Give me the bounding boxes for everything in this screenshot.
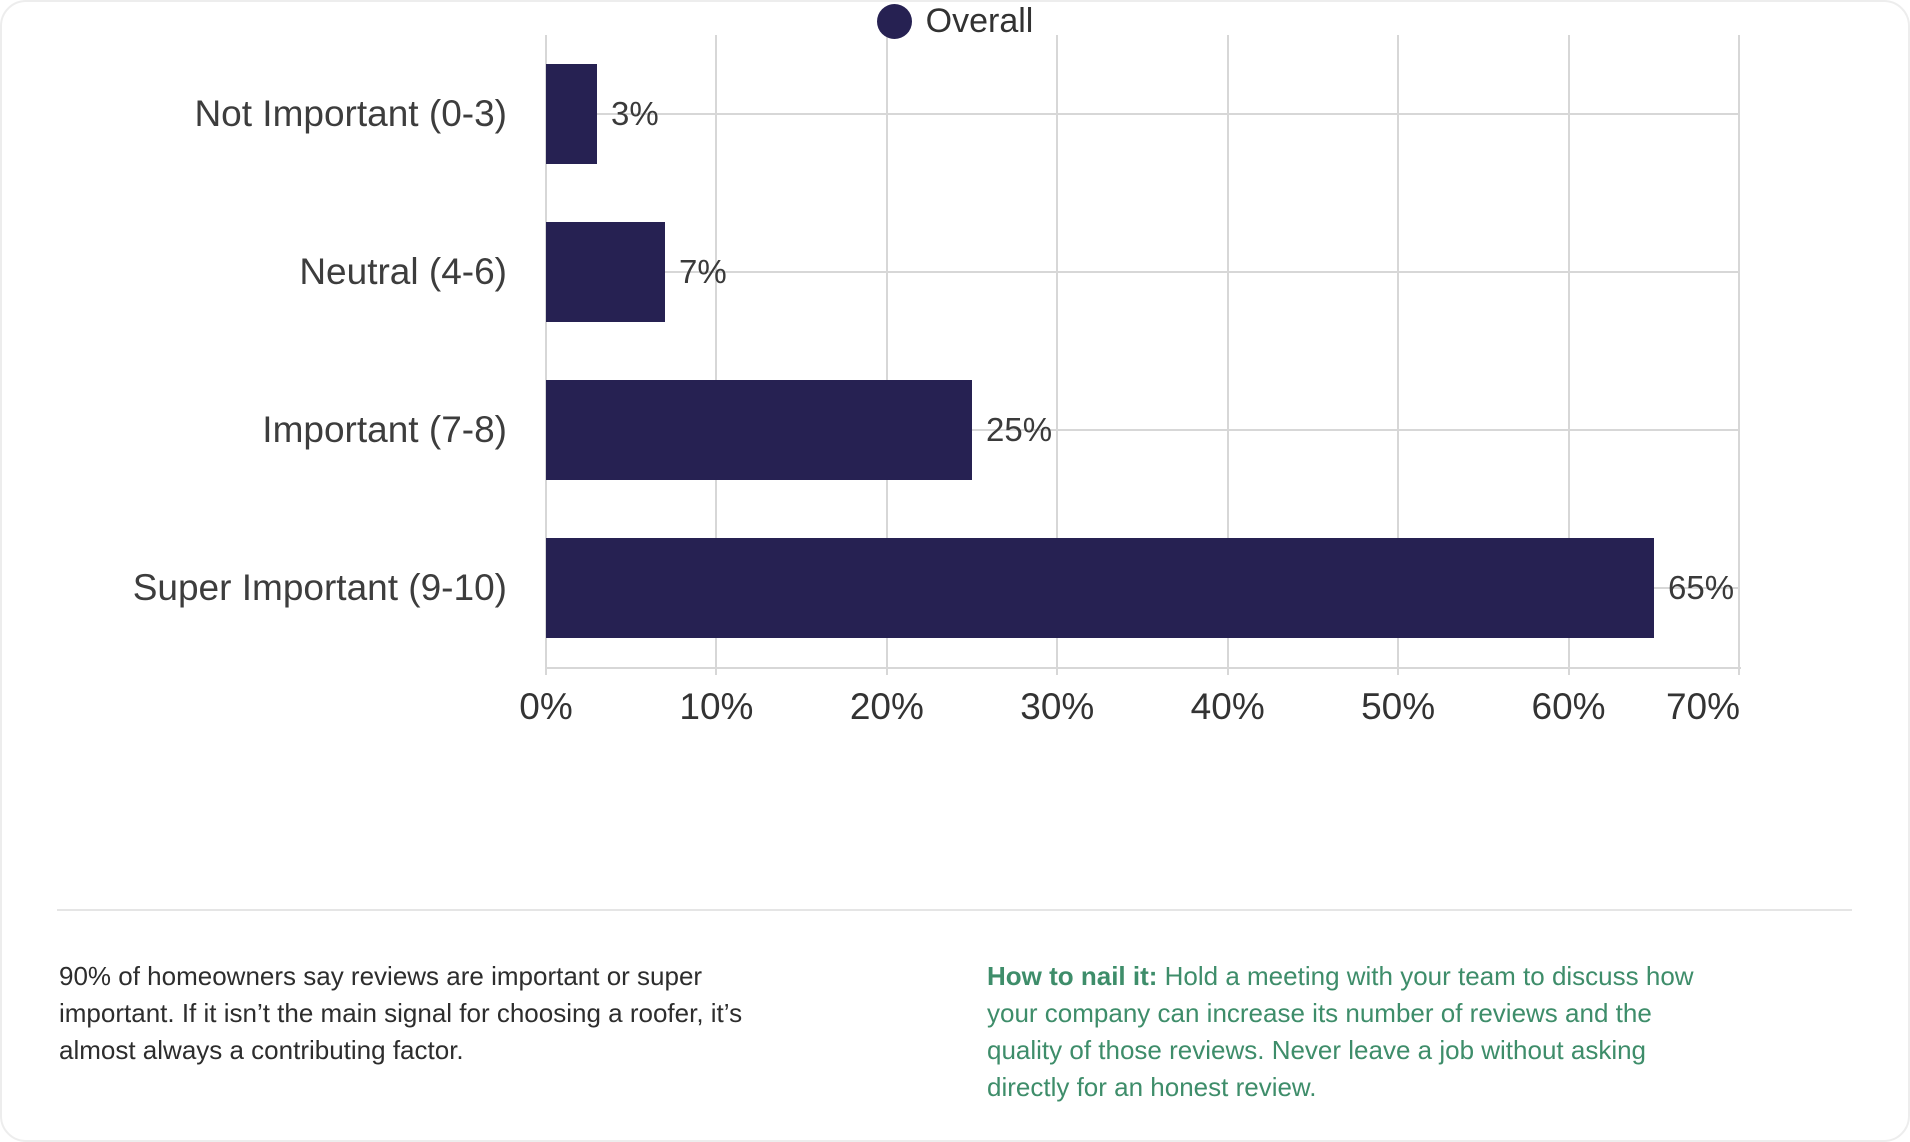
bar-chart: 0% 10% 20% 30% 40% 50% 60% 70% Not Important (0-… xyxy=(2,2,1908,762)
how-to-nail-it-line-rest: Hold a meeting with your team to discuss… xyxy=(1157,961,1694,991)
category-label: Important (7-8) xyxy=(262,409,507,450)
legend-marker-overall xyxy=(876,3,912,39)
x-axis-line xyxy=(546,667,1741,669)
gridline-horizontal xyxy=(546,271,1739,273)
how-to-nail-it-line: How to nail it: Hold a meeting with your… xyxy=(987,958,1867,995)
chart-bar xyxy=(546,64,597,164)
axis-tick xyxy=(1397,667,1400,675)
x-tick-label: 70% xyxy=(1665,686,1740,727)
how-to-nail-it-line: directly for an honest review. xyxy=(987,1072,1317,1102)
gridline-horizontal xyxy=(546,113,1739,115)
chart-bar xyxy=(546,538,1654,638)
bar-value-label: 25% xyxy=(986,411,1053,448)
axis-tick xyxy=(1567,667,1570,675)
axis-tick xyxy=(1226,667,1229,675)
chart-legend: Overall xyxy=(2,2,1908,40)
summary-note-line: 90% of homeowners say reviews are import… xyxy=(59,961,703,991)
x-tick-label: 50% xyxy=(1361,686,1436,727)
chart-bar xyxy=(546,380,972,480)
gridline-vertical xyxy=(1226,35,1229,667)
x-tick-label: 30% xyxy=(1020,686,1095,727)
x-tick-label: 20% xyxy=(849,686,924,727)
bar-value-label: 3% xyxy=(611,95,659,132)
category-label: Not Important (0-3) xyxy=(194,93,507,134)
how-to-nail-it-line: your company can increase its number of … xyxy=(987,998,1652,1028)
axis-tick xyxy=(885,667,888,675)
x-tick-label: 60% xyxy=(1531,686,1606,727)
gridline-vertical xyxy=(1397,35,1400,667)
how-to-nail-it-label: How to nail it: xyxy=(987,961,1158,991)
x-tick-label: 0% xyxy=(519,686,573,727)
summary-note: 90% of homeowners say reviews are import… xyxy=(59,958,909,1069)
summary-note-line: almost always a contributing factor. xyxy=(59,1035,464,1065)
category-label: Neutral (4-6) xyxy=(299,251,507,292)
how-to-nail-it-note: How to nail it: Hold a meeting with your… xyxy=(987,958,1867,1106)
gridline-horizontal xyxy=(546,429,1739,431)
axis-tick xyxy=(545,667,547,675)
gridline-vertical xyxy=(1567,35,1570,667)
axis-tick xyxy=(1738,667,1740,675)
chart-bar xyxy=(546,222,665,322)
gridline-vertical xyxy=(545,35,547,667)
bar-value-label: 65% xyxy=(1668,569,1735,606)
axis-tick xyxy=(1056,667,1059,675)
gridline-vertical xyxy=(885,35,888,667)
gridline-vertical xyxy=(715,35,718,667)
x-tick-label: 10% xyxy=(679,686,754,727)
how-to-nail-it-line: quality of those reviews. Never leave a … xyxy=(987,1035,1647,1065)
category-label: Super Important (9-10) xyxy=(132,567,507,608)
gridline-vertical xyxy=(1056,35,1059,667)
bar-value-label: 7% xyxy=(679,253,727,290)
gridline-vertical xyxy=(1738,35,1740,667)
summary-note-line: important. If it isn’t the main signal f… xyxy=(59,998,743,1028)
axis-tick xyxy=(715,667,718,675)
legend-label: Overall xyxy=(925,1,1034,40)
section-divider xyxy=(57,909,1852,911)
x-tick-label: 40% xyxy=(1190,686,1265,727)
